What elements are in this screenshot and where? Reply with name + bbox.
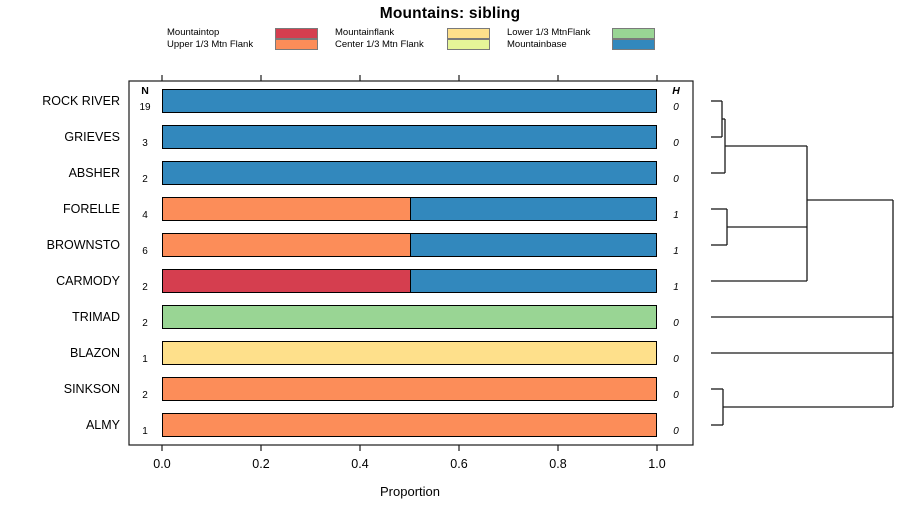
row-label: ALMY: [85, 418, 120, 432]
legend-label: Mountainbase: [507, 39, 567, 50]
bar-segment: [409, 234, 656, 256]
bar-segment: [163, 90, 656, 112]
h-value: 0: [673, 138, 679, 149]
n-value: 3: [142, 138, 148, 149]
bar-segment: [163, 198, 410, 220]
legend-label: Mountainflank: [335, 27, 395, 38]
x-axis-tick-label: 0.4: [351, 457, 369, 471]
n-value: 19: [139, 102, 151, 113]
bar-segment: [163, 378, 656, 400]
legend-swatch: [612, 39, 655, 50]
legend-label: Mountaintop: [167, 27, 220, 38]
row-label: CARMODY: [56, 274, 120, 288]
n-value: 1: [142, 354, 148, 365]
x-axis-tick-label: 0.2: [252, 457, 270, 471]
n-column-header: N: [141, 85, 149, 97]
n-value: 1: [142, 426, 148, 437]
h-value: 0: [673, 390, 679, 401]
bar-segment: [163, 414, 656, 436]
bar-row: [162, 341, 657, 365]
legend-label: Lower 1/3 MtnFlank: [507, 27, 591, 38]
bar-row: [162, 233, 657, 257]
h-value: 0: [673, 354, 679, 365]
n-value: 2: [142, 174, 148, 185]
n-value: 2: [142, 282, 148, 293]
bar-row: [162, 377, 657, 401]
bar-row: [162, 413, 657, 437]
h-value: 0: [673, 318, 679, 329]
x-axis-tick-label: 0.8: [549, 457, 567, 471]
plot-border: [128, 80, 694, 446]
bar-segment: [409, 198, 656, 220]
row-label: ABSHER: [68, 166, 120, 180]
row-label: FORELLE: [63, 202, 120, 216]
bar-row: [162, 269, 657, 293]
h-column-header: H: [672, 85, 680, 97]
bar-segment: [163, 270, 410, 292]
chart-title: Mountains: sibling: [379, 5, 521, 22]
x-axis-title: Proportion: [380, 484, 440, 499]
row-label: BROWNSTO: [46, 238, 120, 252]
bar-row: [162, 125, 657, 149]
legend-swatch: [447, 39, 490, 50]
row-label: TRIMAD: [72, 310, 120, 324]
h-value: 1: [673, 210, 679, 221]
legend-swatch: [275, 39, 318, 50]
row-label: GRIEVES: [64, 130, 120, 144]
h-value: 0: [673, 426, 679, 437]
n-value: 4: [142, 210, 148, 221]
bar-row: [162, 197, 657, 221]
legend-swatch: [447, 28, 490, 39]
bar-segment: [163, 126, 656, 148]
bar-row: [162, 305, 657, 329]
row-label: SINKSON: [63, 382, 120, 396]
h-value: 0: [673, 102, 679, 113]
n-value: 6: [142, 246, 148, 257]
bar-segment: [163, 342, 656, 364]
legend-swatch: [612, 28, 655, 39]
h-value: 1: [673, 246, 679, 257]
h-value: 1: [673, 282, 679, 293]
bar-segment: [409, 270, 656, 292]
n-value: 2: [142, 318, 148, 329]
row-label: BLAZON: [69, 346, 120, 360]
bar-segment: [163, 306, 656, 328]
x-axis-tick-label: 0.6: [450, 457, 468, 471]
bar-row: [162, 89, 657, 113]
n-value: 2: [142, 390, 148, 401]
legend-label: Upper 1/3 Mtn Flank: [167, 39, 254, 50]
legend-swatch: [275, 28, 318, 39]
legend-label: Center 1/3 Mtn Flank: [335, 39, 424, 50]
h-value: 0: [673, 174, 679, 185]
bar-segment: [163, 162, 656, 184]
bar-segment: [163, 234, 410, 256]
row-label: ROCK RIVER: [42, 94, 120, 108]
x-axis-tick-label: 0.0: [153, 457, 171, 471]
bar-row: [162, 161, 657, 185]
x-axis-tick-label: 1.0: [648, 457, 666, 471]
